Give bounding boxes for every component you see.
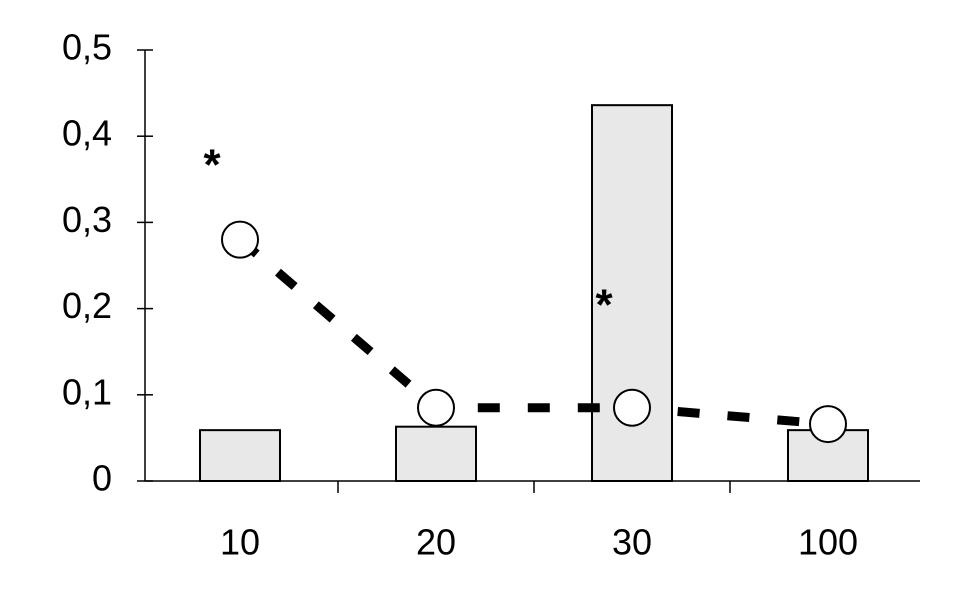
annotation: * bbox=[203, 140, 221, 189]
bar bbox=[395, 425, 477, 482]
x-tick-label: 30 bbox=[612, 522, 652, 563]
point bbox=[613, 388, 651, 427]
y-tick-label: 0 bbox=[92, 458, 112, 499]
y-tick-label: 0,1 bbox=[62, 371, 112, 412]
annotation: * bbox=[595, 280, 613, 329]
y-tick-label: 0,5 bbox=[62, 27, 112, 68]
y-tick-label: 0,4 bbox=[62, 113, 112, 154]
y-tick-label: 0,2 bbox=[62, 285, 112, 326]
point bbox=[417, 388, 455, 427]
point bbox=[221, 220, 259, 259]
point bbox=[809, 405, 847, 444]
line bbox=[237, 236, 829, 429]
x-tick-label: 20 bbox=[416, 522, 456, 563]
x-tick-label: 100 bbox=[798, 522, 858, 563]
y-tick-label: 0,3 bbox=[62, 199, 112, 240]
bar bbox=[199, 429, 281, 482]
x-tick-label: 10 bbox=[220, 522, 260, 563]
